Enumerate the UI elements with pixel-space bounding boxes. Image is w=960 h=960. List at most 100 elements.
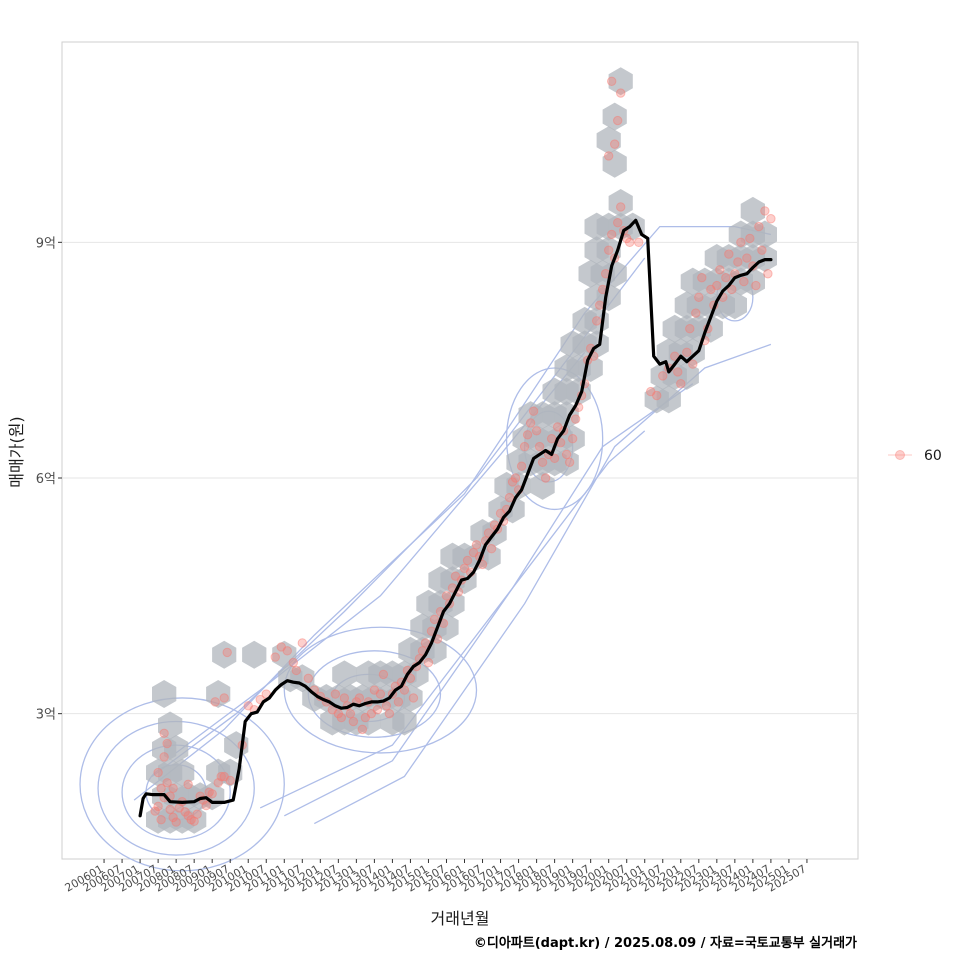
hexbin-cell [722,291,747,320]
transaction-point [612,115,623,126]
transaction-point [724,249,734,259]
transaction-point [471,540,482,550]
transaction-point [204,787,214,797]
transaction-point [213,778,223,788]
hexbin-cell [602,102,627,131]
transaction-point [282,646,292,656]
transaction-point [366,708,377,719]
transaction-point [165,804,175,815]
y-tick-label: 6억 [36,472,56,487]
density-contour-band [259,430,646,809]
hexbin-cell [158,711,183,740]
hexbin-cell [740,196,765,225]
transaction-point [222,647,232,658]
plot-panel [61,41,859,860]
transaction-point [712,280,722,291]
transaction-point [153,801,163,812]
transaction-point [739,276,749,287]
transaction-point [567,434,578,444]
hexbin-cell [290,664,315,693]
hexbin-cell [584,212,609,241]
transaction-point [591,316,602,326]
transaction-point [186,815,196,825]
x-axis-title: 거래년월 [431,909,490,928]
transaction-point [201,800,211,811]
hexbin-cell [206,680,231,708]
density-contour-band [313,343,772,825]
transaction-point [333,708,344,719]
transaction-point [546,434,557,444]
transaction-point [706,284,716,295]
hexbin-cell [680,338,705,367]
transaction-point [183,779,193,790]
transaction-point [429,614,440,625]
transaction-point [673,367,683,377]
transaction-point [676,379,686,389]
legend: 60 [888,448,942,464]
transaction-point [519,441,530,452]
transaction-point [727,284,737,295]
transaction-point [330,689,341,699]
transaction-point [742,253,752,263]
transaction-point [354,693,365,703]
transaction-point [646,386,656,397]
transaction-point [291,665,301,676]
transaction-point [603,245,614,255]
transaction-point [736,237,746,248]
transaction-point [766,214,776,224]
density-contour-band [133,225,772,801]
transaction-point [225,775,235,786]
transaction-point [691,308,701,318]
transaction-point [270,652,280,662]
hexbin-cell [620,212,645,241]
transaction-point [625,237,635,248]
transaction-point [162,738,172,749]
transaction-point [159,728,169,739]
transaction-point [219,771,229,782]
transaction-point [168,812,178,823]
transaction-point [375,689,386,699]
hexbin-cell [356,707,381,736]
transaction-point [616,88,626,98]
transaction-point [594,300,605,310]
y-tick-label: 9억 [36,236,56,251]
y-tick-label: 3억 [36,708,56,723]
transaction-point [156,815,166,825]
transaction-point [399,685,410,695]
hexbin-cell [596,283,621,312]
hexbin-cell [674,361,699,390]
transaction-point [751,280,761,291]
hexbin-cell [182,805,207,834]
hexbin-cell [392,707,417,736]
y-axis-ticks: 3억 6억 9억 [36,236,62,723]
hexbin-cell [560,424,585,453]
transaction-point [372,705,383,715]
hexbin-cell [608,67,633,96]
transaction-point [540,473,551,483]
transaction-point [297,638,308,648]
transaction-point [357,724,368,735]
transaction-point [522,430,533,440]
transaction-point [192,809,202,819]
transaction-point [393,697,404,707]
transaction-point [658,371,668,381]
transaction-point [685,324,695,334]
transaction-point [276,642,286,652]
hexbin-cell [212,640,237,669]
hexbin-cell [272,640,297,669]
transaction-point [721,272,731,283]
transaction-point [570,414,581,424]
transaction-point [495,508,506,519]
transaction-point [408,693,419,703]
transaction-point [378,669,389,680]
transaction-point [189,816,199,826]
caption: ©디아파트(dapt.kr) / 2025.08.09 / 자료=국토교통부 실… [474,935,857,951]
transaction-point [450,571,461,581]
transaction-point [339,693,350,703]
hexbin-cell [164,735,189,763]
hexbin-cell [242,640,267,669]
hexbin-cell [596,126,621,155]
transaction-point [171,817,181,827]
transaction-point [219,693,229,703]
